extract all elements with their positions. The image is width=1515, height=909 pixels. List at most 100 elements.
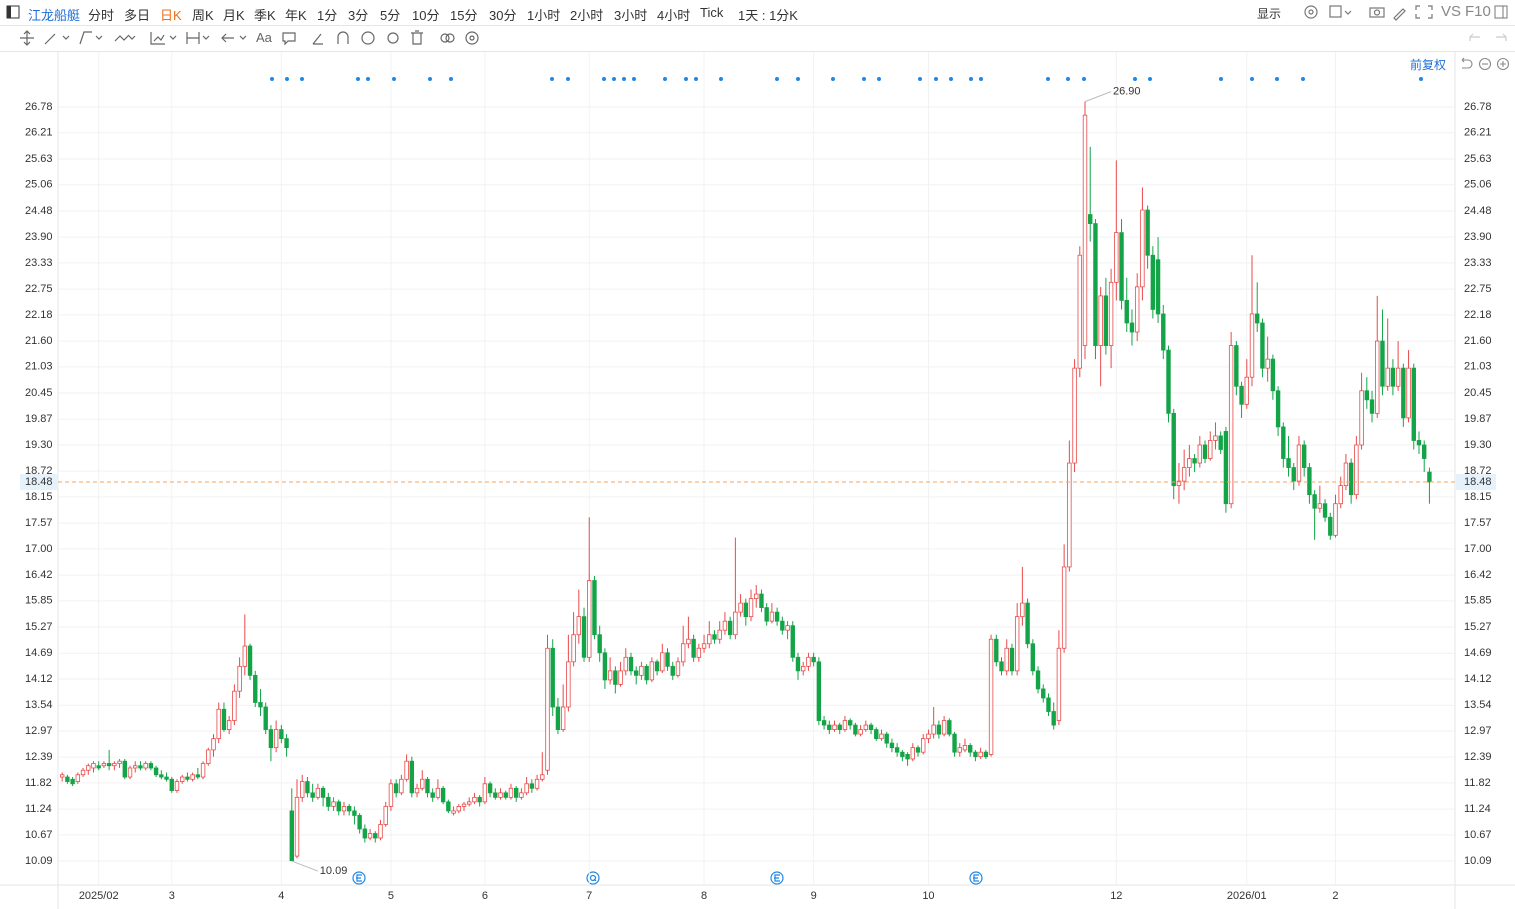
- candle-body: [1301, 444, 1307, 468]
- candle-body: [707, 634, 712, 645]
- candle-body: [461, 803, 467, 807]
- candle-body: [879, 733, 884, 740]
- x-tick-label: 10: [922, 890, 934, 902]
- adjust-mode[interactable]: 前复权: [1410, 58, 1447, 72]
- x-tick-label: 3: [169, 890, 175, 902]
- period[interactable]: Tick: [700, 5, 724, 20]
- candle-body: [487, 783, 493, 794]
- x-tick-label: 12: [1110, 890, 1122, 902]
- candle-body: [1338, 485, 1343, 505]
- candle-body: [59, 774, 65, 778]
- undo-redo[interactable]: [1462, 25, 1512, 51]
- candle-body: [127, 767, 133, 778]
- y-tick-label-right: 19.30: [1464, 439, 1492, 451]
- candle-body: [1249, 313, 1255, 378]
- right-icons[interactable]: [1300, 3, 1480, 23]
- candle-body: [1155, 259, 1161, 315]
- candle-body: [832, 724, 837, 730]
- y-tick-label-right: 10.09: [1464, 855, 1492, 867]
- candle-body: [216, 708, 221, 740]
- period[interactable]: 4小时: [657, 8, 691, 23]
- candle-body: [1317, 503, 1323, 509]
- candle-body: [440, 787, 446, 803]
- period[interactable]: 5分: [380, 8, 401, 23]
- candle-body: [874, 729, 879, 740]
- candle-body: [237, 665, 242, 692]
- sidebar-icon[interactable]: [6, 5, 20, 19]
- candle-body: [1286, 458, 1291, 468]
- candle-body: [185, 776, 190, 780]
- candle-body: [1328, 516, 1333, 536]
- compare[interactable]: VS: [1441, 3, 1462, 20]
- candle-body: [106, 763, 112, 767]
- period[interactable]: 周K: [192, 8, 214, 23]
- candle-body: [482, 783, 488, 803]
- candle-body: [1343, 462, 1349, 487]
- candle-body: [524, 783, 529, 794]
- period-active[interactable]: 日K: [160, 8, 182, 23]
- candle-body: [1025, 602, 1030, 645]
- period[interactable]: 分时: [88, 8, 115, 23]
- candle-body: [931, 724, 936, 735]
- candle-body: [1056, 647, 1062, 721]
- candle-body: [378, 824, 383, 839]
- period[interactable]: 2小时: [570, 8, 604, 23]
- candle-body: [1234, 345, 1239, 387]
- y-tick-label: 11.82: [25, 777, 52, 789]
- candle-body: [1395, 367, 1401, 387]
- f10[interactable]: F10: [1465, 3, 1491, 20]
- candle-body: [1197, 444, 1203, 464]
- candle-body: [853, 724, 858, 735]
- candle-body: [65, 776, 70, 782]
- y-tick-label: 14.69: [25, 647, 53, 659]
- period[interactable]: 30分: [489, 8, 517, 23]
- candle-body: [649, 661, 655, 681]
- period[interactable]: 年K: [285, 8, 307, 23]
- range-select[interactable]: 1天 : 1分K: [738, 8, 798, 23]
- period[interactable]: 15分: [450, 8, 478, 23]
- candle-body: [994, 638, 999, 663]
- candle-body: [957, 747, 962, 753]
- y-tick-label: 25.06: [25, 179, 53, 191]
- candle-body: [722, 620, 728, 631]
- period[interactable]: 多日: [124, 8, 151, 23]
- candle-body: [660, 652, 665, 672]
- candle-body: [346, 805, 352, 812]
- candle-body: [310, 792, 315, 798]
- period[interactable]: 10分: [412, 8, 440, 23]
- candle-body: [206, 749, 211, 764]
- y-tick-label: 17.57: [25, 517, 53, 529]
- candle-body: [1422, 444, 1427, 459]
- candle-body: [435, 787, 441, 798]
- candle-body: [493, 792, 498, 798]
- stock-name[interactable]: 江龙船艇: [28, 8, 81, 23]
- candle-body: [1281, 426, 1286, 459]
- candle-body: [540, 774, 545, 780]
- period[interactable]: 季K: [254, 8, 276, 23]
- period[interactable]: 月K: [223, 8, 245, 23]
- y-tick-label: 16.42: [25, 569, 53, 581]
- y-tick-label-right: 14.69: [1464, 647, 1492, 659]
- candle-body: [780, 620, 785, 631]
- candle-body: [1416, 440, 1422, 446]
- y-tick-label: 26.78: [25, 101, 53, 113]
- period[interactable]: 1小时: [527, 8, 561, 23]
- drawing-tools[interactable]: [0, 25, 500, 51]
- candle-body: [513, 787, 519, 798]
- candle-body: [1119, 232, 1124, 301]
- text-tool[interactable]: Aa: [256, 30, 272, 45]
- candle-body: [357, 815, 362, 830]
- last-price-label: 18.48: [25, 476, 53, 488]
- candle-body: [1348, 462, 1354, 496]
- period[interactable]: 1分: [317, 8, 338, 23]
- period[interactable]: 3分: [348, 8, 369, 23]
- display-menu[interactable]: 显示: [1257, 7, 1282, 21]
- period[interactable]: 3小时: [614, 8, 648, 23]
- layout-icon[interactable]: [1494, 5, 1508, 19]
- candle-body: [1406, 367, 1411, 419]
- candle-body: [555, 706, 561, 730]
- candle-body: [1359, 390, 1364, 446]
- candle-body: [1390, 367, 1396, 387]
- candle-body: [305, 781, 310, 794]
- zoom-controls[interactable]: [1458, 56, 1514, 72]
